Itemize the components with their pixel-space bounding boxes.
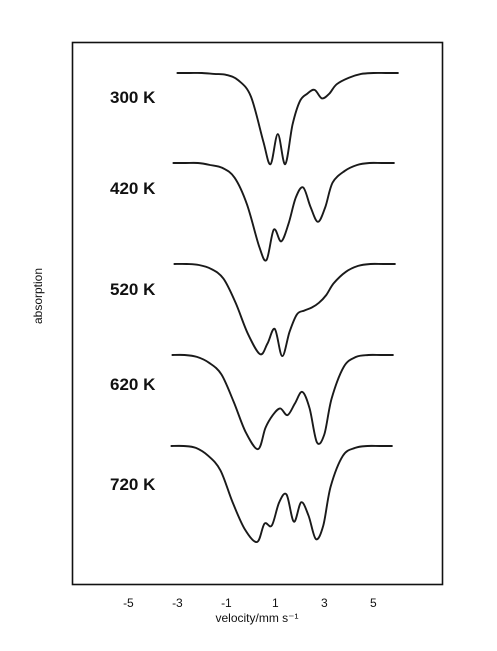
spectra-traces xyxy=(170,71,399,543)
spectrum-520-k xyxy=(173,262,396,358)
temperature-label: 520 K xyxy=(110,280,156,299)
x-tick-label: -3 xyxy=(172,596,183,610)
x-tick-labels: -5 -3 -1 1 3 5 xyxy=(123,596,377,610)
spectrum-620-k xyxy=(171,353,394,451)
y-axis-label: absorption xyxy=(31,268,45,324)
spectrum-420-k xyxy=(172,161,395,262)
x-tick-label: 5 xyxy=(370,596,377,610)
x-tick-label: -5 xyxy=(123,596,134,610)
temperature-labels: 300 K 420 K 520 K 620 K 720 K xyxy=(110,88,156,494)
x-tick-label: 1 xyxy=(272,596,279,610)
spectrum-300-k xyxy=(176,71,399,166)
temperature-label: 720 K xyxy=(110,475,156,494)
spectrum-720-k xyxy=(170,444,393,543)
plot-frame xyxy=(71,41,444,586)
temperature-label: 300 K xyxy=(110,88,156,107)
x-axis-label: velocity/mm s⁻¹ xyxy=(215,611,298,625)
temperature-label: 620 K xyxy=(110,375,156,394)
temperature-label: 420 K xyxy=(110,179,156,198)
x-tick-label: -1 xyxy=(221,596,232,610)
x-tick-label: 3 xyxy=(321,596,328,610)
